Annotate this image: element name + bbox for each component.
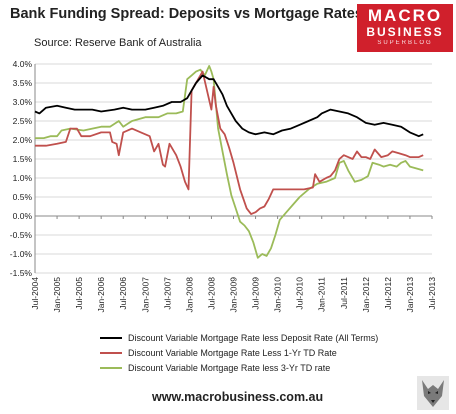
- y-tick-label: -1.0%: [10, 249, 33, 259]
- y-tick-label: 2.5%: [13, 116, 33, 126]
- x-tick-label: Jul-2013: [427, 277, 437, 310]
- series-line-0: [34, 74, 424, 138]
- y-tick-label: 4.0%: [13, 59, 33, 69]
- logo-line-2: BUSINESS: [366, 25, 444, 39]
- y-tick-label: -1.5%: [10, 268, 33, 278]
- y-tick-label: 1.0%: [13, 173, 33, 183]
- x-tick-label: Jul-2004: [30, 277, 40, 310]
- y-tick-label: 3.5%: [13, 78, 33, 88]
- x-axis: Jul-2004 Jan-2005 Jul-2005 Jan-2006 Jul-2006…: [30, 215, 437, 313]
- x-tick-label: Jan-2013: [405, 277, 415, 313]
- line-chart: 4.0% 3.5% 3.0% 2.5% 2.0% 1.5% 1.0% 0.5% 0.0% -0.5…: [10, 59, 437, 313]
- x-tick-label: Jul-2010: [295, 277, 305, 310]
- x-tick-label: Jan-2010: [273, 277, 283, 313]
- logo-line-1: MACRO: [367, 6, 443, 25]
- legend-swatch-1yr: [100, 351, 122, 354]
- x-tick-label: Jan-2012: [361, 277, 371, 313]
- x-tick-label: Jul-2009: [251, 277, 261, 310]
- x-tick-label: Jul-2012: [383, 277, 393, 310]
- y-tick-label: 2.0%: [13, 135, 33, 145]
- chart-title: Bank Funding Spread: Deposits vs Mortgag…: [10, 6, 363, 22]
- y-tick-label: 1.5%: [13, 154, 33, 164]
- legend-swatch-deposit: [100, 336, 122, 339]
- wolf-icon: [417, 376, 449, 410]
- legend-label-1yr: Discount Variable Mortgage Rate Less 1-Y…: [128, 347, 337, 358]
- x-tick-label: Jan-2009: [229, 277, 239, 313]
- x-tick-label: Jan-2008: [184, 277, 194, 313]
- legend-entry-3yr: Discount Variable Mortgage Rate less 3-Y…: [100, 360, 378, 375]
- x-tick-label: Jan-2006: [96, 277, 106, 313]
- legend-swatch-3yr: [100, 366, 122, 369]
- logo-line-3: SUPERBLOG: [377, 40, 433, 46]
- x-tick-label: Jul-2008: [206, 277, 216, 310]
- chart-series: [34, 65, 424, 259]
- chart-source: Source: Reserve Bank of Australia: [34, 37, 202, 49]
- macrobusiness-logo: MACRO BUSINESS SUPERBLOG: [357, 4, 453, 52]
- x-tick-label: Jan-2011: [317, 277, 327, 312]
- footer-url: www.macrobusiness.com.au: [152, 390, 324, 404]
- x-tick-label: Jul-2007: [162, 277, 172, 310]
- y-tick-label: 0.5%: [13, 192, 33, 202]
- legend-entry-1yr: Discount Variable Mortgage Rate Less 1-Y…: [100, 345, 378, 360]
- x-tick-label: Jan-2005: [52, 277, 62, 313]
- chart-legend: Discount Variable Mortgage Rate less Dep…: [100, 330, 378, 375]
- y-axis: 4.0% 3.5% 3.0% 2.5% 2.0% 1.5% 1.0% 0.5% 0.0% -0.5…: [10, 59, 33, 278]
- legend-entry-deposit: Discount Variable Mortgage Rate less Dep…: [100, 330, 378, 345]
- series-line-2: [35, 65, 424, 259]
- chart-grid: [34, 63, 432, 274]
- series-line-1: [35, 70, 424, 215]
- x-tick-label: Jul-2011: [339, 277, 349, 309]
- y-tick-label: -0.5%: [10, 230, 33, 240]
- legend-label-3yr: Discount Variable Mortgage Rate less 3-Y…: [128, 362, 331, 373]
- y-tick-label: 0.0%: [13, 211, 33, 221]
- x-tick-label: Jul-2006: [118, 277, 128, 310]
- x-tick-label: Jan-2007: [140, 277, 150, 313]
- y-tick-label: 3.0%: [13, 97, 33, 107]
- legend-label-deposit: Discount Variable Mortgage Rate less Dep…: [128, 332, 379, 343]
- x-tick-label: Jul-2005: [74, 277, 84, 310]
